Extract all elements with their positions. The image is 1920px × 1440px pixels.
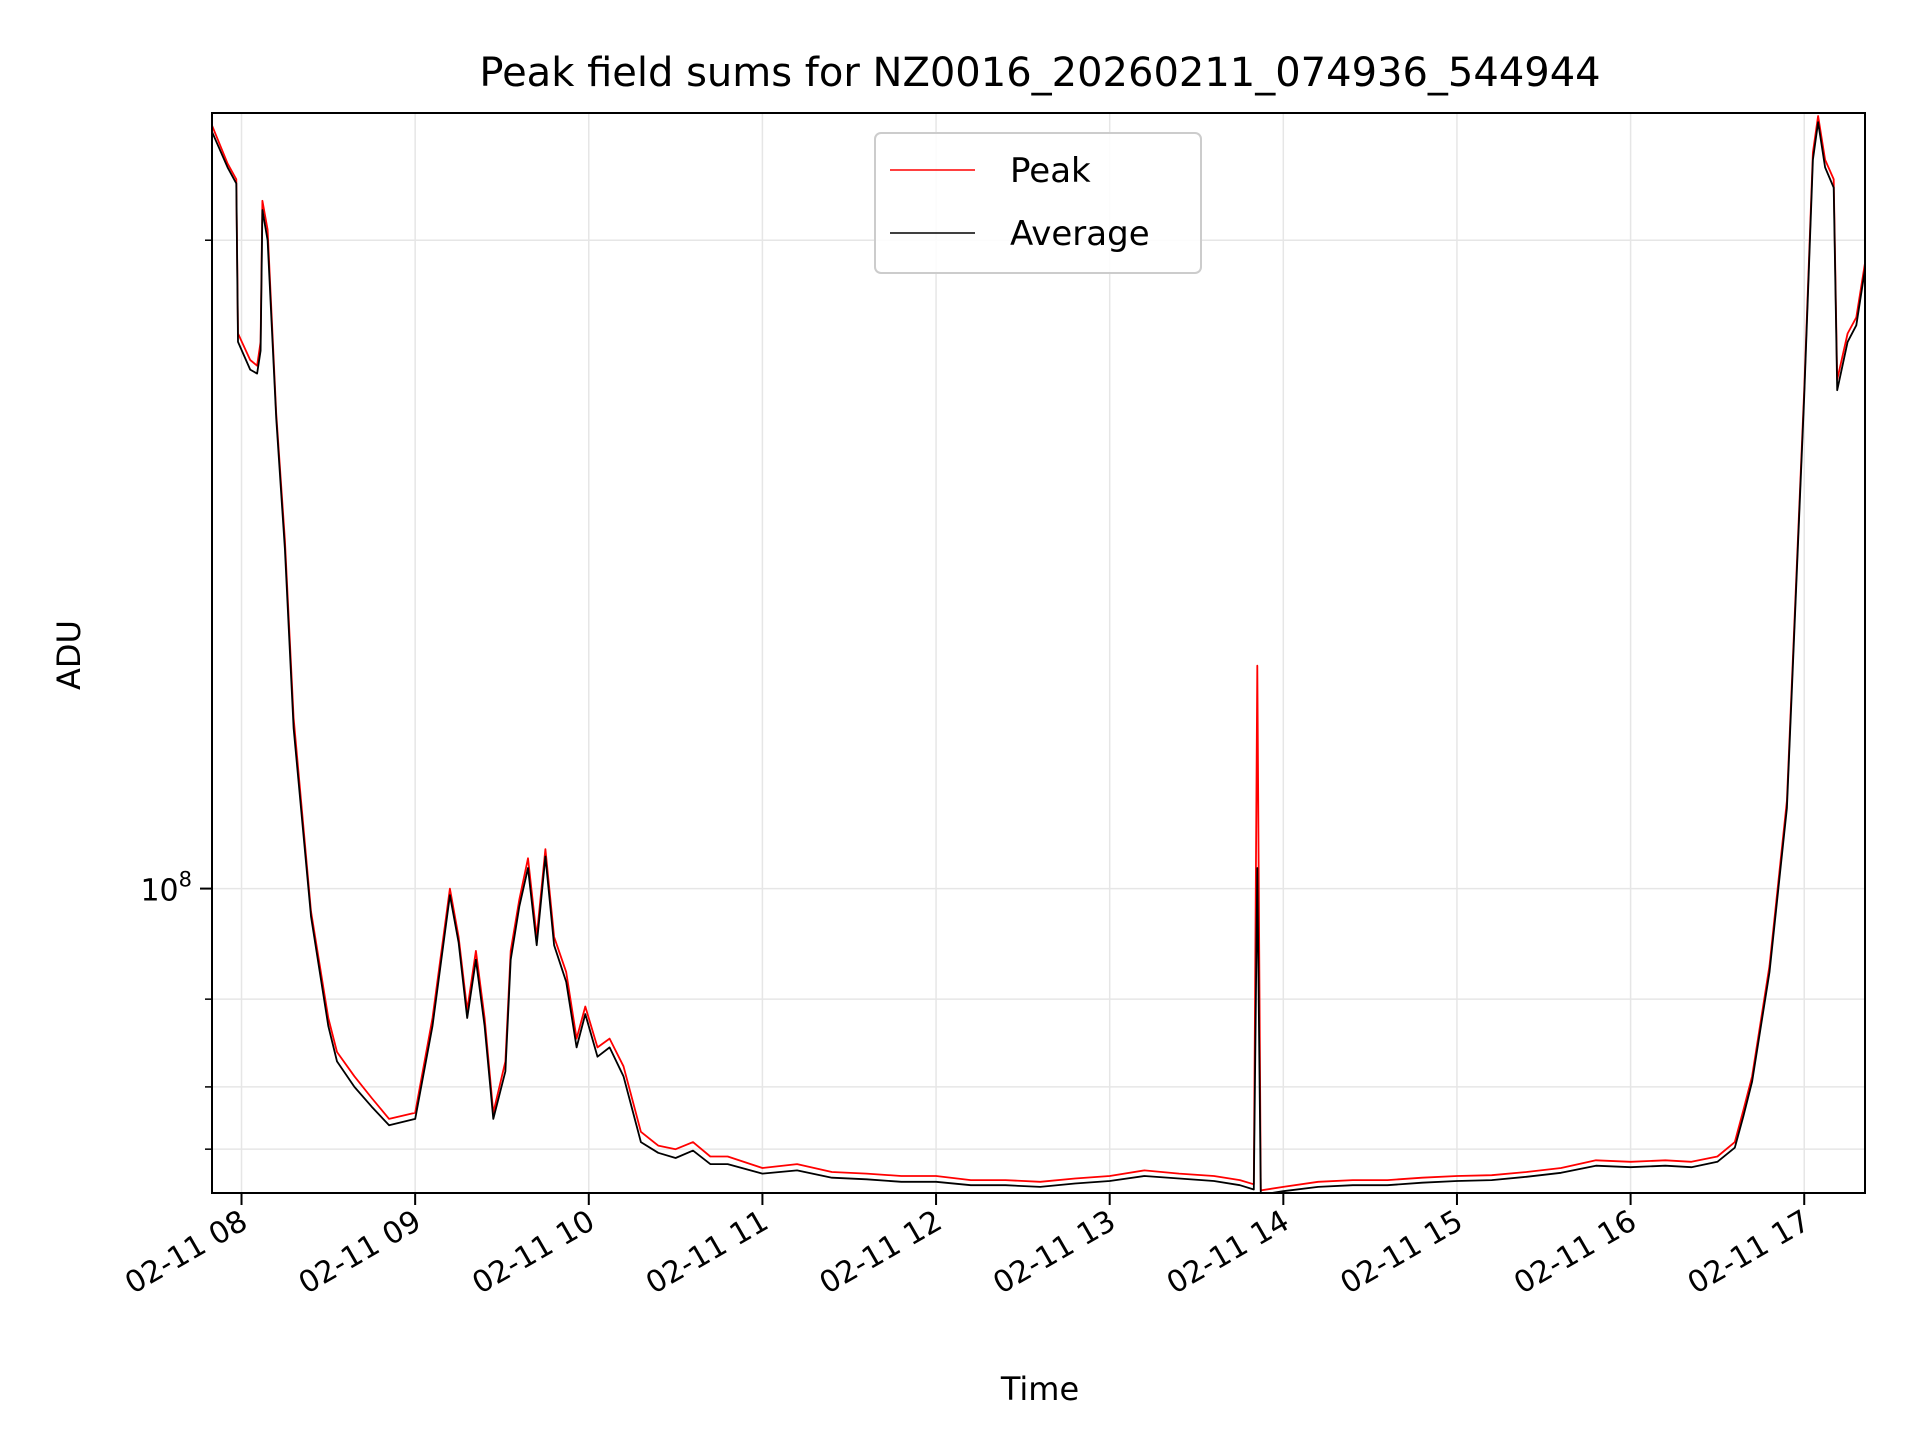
plot-frame (211, 112, 1866, 1194)
legend-box (874, 132, 1202, 274)
x-axis-title: Time (1000, 1370, 1079, 1408)
series-line-peak (212, 115, 1865, 1192)
chart-title: Peak field sums for NZ0016_20260211_0749… (479, 50, 1600, 96)
series-line-average (212, 121, 1865, 1193)
legend-label-peak: Peak (1010, 151, 1091, 191)
legend-label-average: Average (1010, 214, 1150, 254)
y-tick-label: 108 (140, 868, 192, 909)
series-layer (212, 115, 1865, 1193)
legend: Peak Average (874, 132, 1202, 274)
y-axis-title: ADU (50, 620, 88, 690)
